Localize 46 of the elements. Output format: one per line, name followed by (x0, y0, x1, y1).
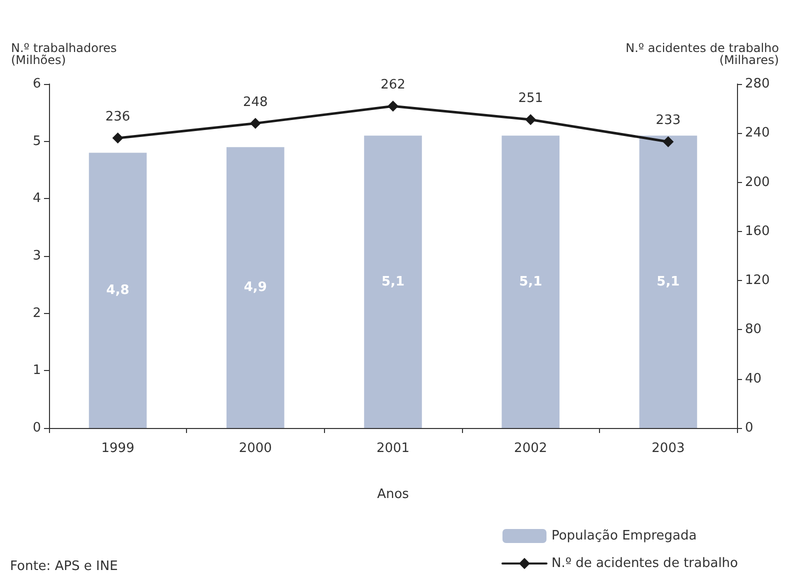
point (662, 136, 674, 148)
data-label: 251 (518, 91, 544, 106)
data-label: 5,1 (381, 274, 405, 290)
y-tick-label: 0 (32, 420, 41, 436)
y2-tick-label: 160 (745, 224, 770, 239)
y-tick-label: 5 (32, 134, 41, 149)
bar (88, 152, 147, 428)
legend-label: N.º de acidentes de trabalho (551, 556, 738, 571)
y2-axis-title: N.º acidentes de trabalho (Milhares) (626, 41, 779, 67)
point (525, 114, 536, 126)
point (112, 132, 124, 144)
y2-tick-label: 280 (745, 76, 770, 92)
x-tick-label: 2000 (238, 441, 272, 456)
y2-tick-label: 0 (745, 420, 754, 436)
legend-label: População Empregada (551, 528, 697, 544)
y-tick-label: 2 (32, 306, 41, 321)
x-tick-label: 2001 (376, 441, 410, 456)
source-note: Fonte: APS e INE (10, 559, 118, 574)
y-tick-label: 4 (32, 191, 41, 206)
y2-tick-label: 240 (745, 126, 770, 141)
x-tick-label: 1999 (101, 441, 134, 456)
x-axis-title: Anos (377, 487, 410, 502)
y-tick-label: 3 (32, 248, 41, 264)
y2-tick-label: 80 (745, 322, 762, 338)
data-label: 5,1 (519, 274, 542, 290)
y-tick-label: 6 (32, 76, 41, 92)
data-label: 5,1 (656, 274, 680, 290)
y-tick-label: 1 (32, 363, 41, 378)
data-label: 233 (656, 113, 681, 128)
y2-tick-label: 120 (745, 273, 770, 288)
data-label: 4,8 (106, 282, 130, 298)
bar (226, 147, 284, 428)
bar (364, 136, 422, 428)
y2-tick-label: 40 (745, 371, 762, 386)
point (250, 118, 261, 129)
data-label: 248 (242, 94, 268, 110)
y2-tick-label: 200 (745, 174, 770, 190)
x-tick-label: 2003 (652, 441, 685, 456)
bar (502, 136, 560, 428)
data-label: 236 (105, 110, 130, 125)
x-tick-label: 2002 (514, 441, 548, 456)
data-label: 262 (380, 78, 406, 93)
point (388, 100, 398, 112)
data-label: 4,9 (244, 280, 267, 296)
y-axis-title: N.º trabalhadores (Milhões) (11, 41, 117, 67)
bar (639, 136, 698, 428)
